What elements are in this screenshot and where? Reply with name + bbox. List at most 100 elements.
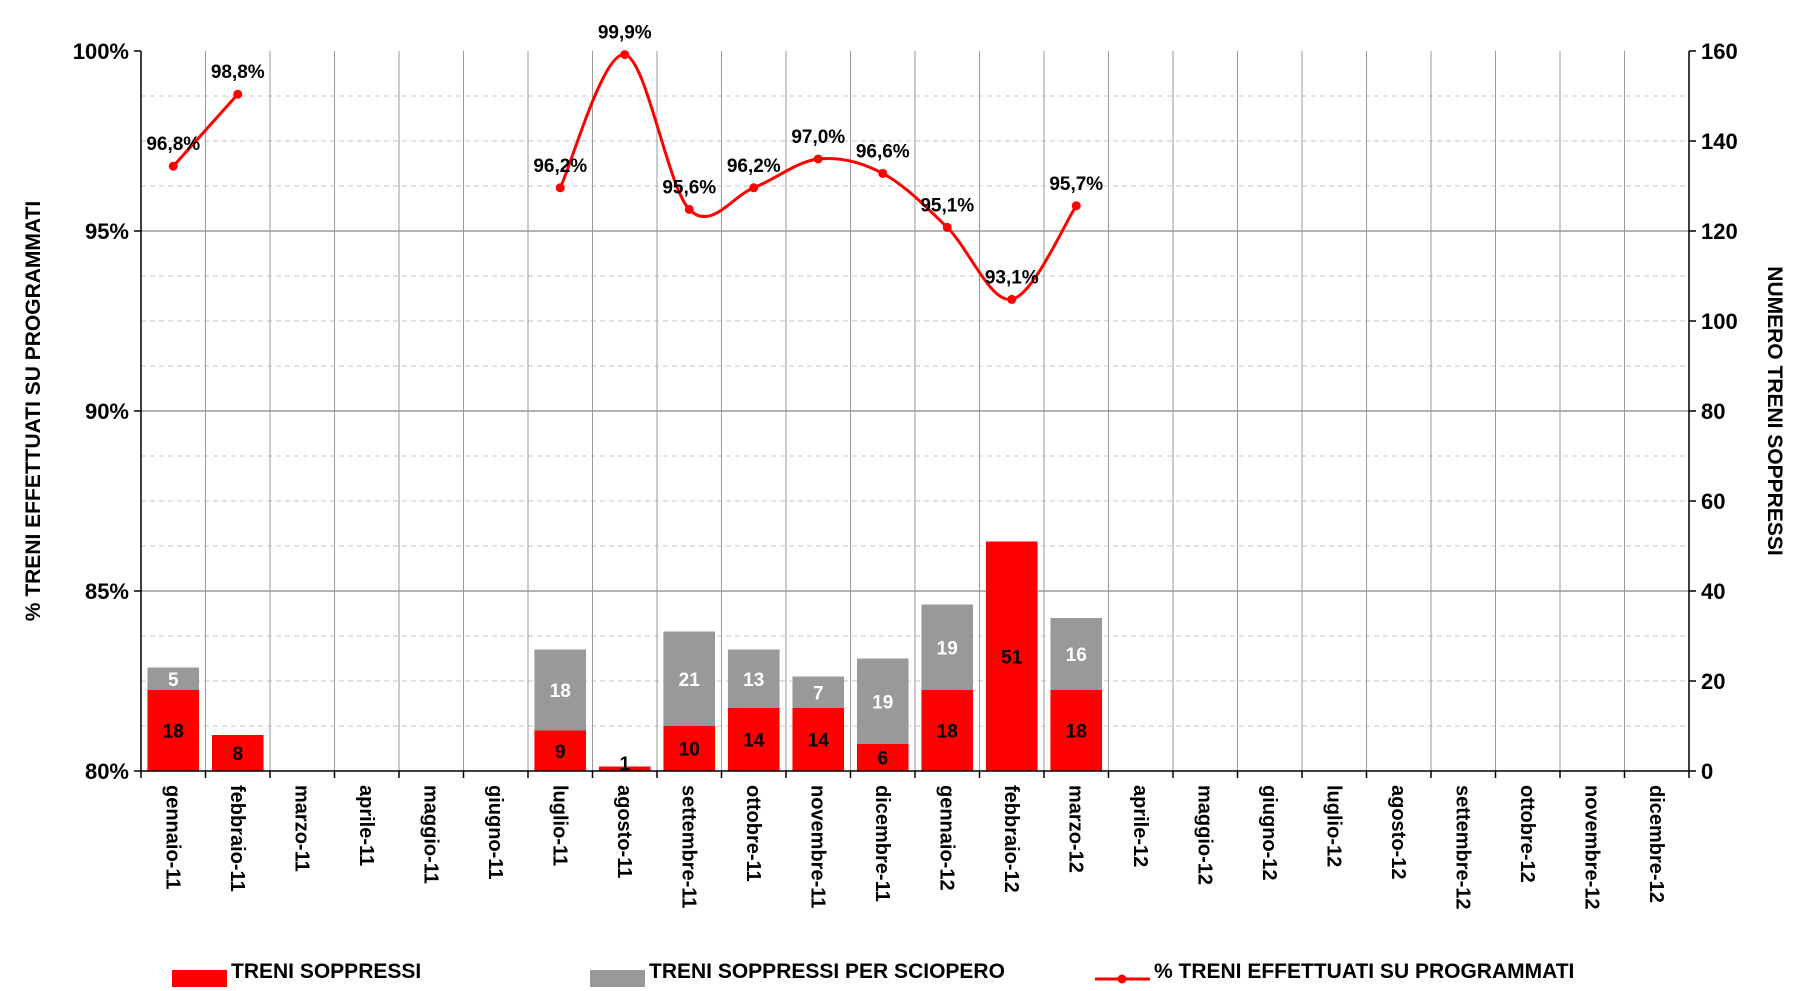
bar-treni-soppressi-sciopero	[663, 631, 716, 726]
percent-point	[233, 89, 243, 99]
x-tick-label: giugno-11	[484, 785, 506, 879]
left-tick-label: 100%	[73, 39, 129, 64]
percent-label: 95,7%	[1049, 174, 1103, 195]
legend-swatch-soppressi	[172, 970, 227, 987]
x-tick-label: luglio-11	[548, 785, 570, 866]
bar-label-soppressi: 6	[877, 749, 888, 770]
left-tick-label: 90%	[85, 399, 129, 424]
bar-treni-soppressi	[921, 690, 974, 771]
percent-line: 96,8% 98,8% 96,2% 99,9% 95,6% 96,2% 97,0% 96,6%…	[146, 23, 1103, 304]
x-tick-label: ottobre-11	[742, 785, 764, 882]
axes: 80% 85% 90% 95% 100% 0 20 40 60 80 100 120 140 160 gen…	[22, 39, 1786, 910]
bar-label-sciopero: 16	[1066, 645, 1087, 666]
x-tick-label: agosto-11	[613, 785, 635, 878]
bar-treni-soppressi-sciopero	[147, 667, 200, 690]
percent-label: 95,1%	[920, 195, 974, 216]
bar-label-soppressi: 14	[808, 731, 830, 752]
legend-label-sciopero: TRENI SOPPRESSI PER SCIOPERO	[649, 960, 1005, 983]
bar-treni-soppressi-sciopero	[856, 658, 909, 744]
percent-label: 93,1%	[985, 267, 1039, 288]
percent-label: 96,2%	[727, 156, 781, 177]
bar-label-soppressi: 18	[937, 722, 958, 743]
bar-treni-soppressi	[534, 730, 587, 771]
left-tick-label: 80%	[85, 759, 129, 784]
bar-label-soppressi: 51	[1001, 647, 1023, 668]
x-tick-label: febbraio-12	[1000, 785, 1022, 893]
x-tick-label: gennaio-12	[935, 785, 957, 891]
bar-treni-soppressi	[727, 708, 780, 771]
bar-label-soppressi: 9	[555, 742, 566, 763]
bar-label-sciopero: 18	[550, 681, 571, 702]
left-tick-label: 95%	[85, 219, 129, 244]
percent-label: 96,8%	[146, 134, 200, 155]
x-tick-label: gennaio-11	[161, 785, 183, 889]
bar-treni-soppressi	[1050, 690, 1103, 771]
percent-point	[168, 161, 178, 171]
right-axis-title: NUMERO TRENI SOPPRESSI	[1763, 266, 1786, 555]
x-tick-label: settembre-12	[1451, 785, 1473, 910]
bar-treni-soppressi	[147, 690, 200, 771]
bar-label-sciopero: 19	[937, 638, 958, 659]
percent-point	[684, 204, 694, 214]
x-tick-label: settembre-11	[677, 785, 699, 908]
x-tick-label: agosto-12	[1387, 785, 1409, 879]
right-tick-label: 120	[1701, 219, 1738, 244]
x-tick-label: novembre-11	[806, 785, 828, 908]
bar-treni-soppressi	[211, 735, 264, 771]
left-axis-title: % TRENI EFFETTUATI SU PROGRAMMATI	[22, 201, 45, 621]
bar-label-sciopero: 5	[168, 670, 179, 691]
right-tick-label: 0	[1701, 759, 1713, 784]
percent-label: 97,0%	[791, 127, 845, 148]
bar-treni-soppressi	[792, 708, 845, 771]
bar-label-soppressi: 1	[619, 754, 630, 775]
x-tick-label: aprile-12	[1129, 785, 1151, 867]
bar-treni-soppressi-sciopero	[727, 649, 780, 708]
x-tick-label: maggio-11	[419, 785, 441, 884]
percent-label: 96,6%	[856, 141, 910, 162]
x-tick-label: luglio-12	[1322, 785, 1344, 867]
right-tick-label: 100	[1701, 309, 1738, 334]
percent-label: 98,8%	[211, 62, 265, 83]
percent-label: 95,6%	[662, 177, 716, 198]
x-tick-label: ottobre-12	[1516, 785, 1538, 883]
bar-label-soppressi: 10	[679, 740, 700, 761]
x-tick-label: marzo-12	[1064, 785, 1086, 873]
legend-label-percent: % TRENI EFFETTUATI SU PROGRAMMATI	[1154, 960, 1574, 983]
x-tick-label: marzo-11	[290, 785, 312, 872]
right-tick-label: 60	[1701, 489, 1725, 514]
x-tick-label: febbraio-11	[226, 785, 248, 892]
percent-label: 99,9%	[598, 23, 652, 44]
percent-point	[942, 222, 952, 232]
bar-treni-soppressi-sciopero	[534, 649, 587, 731]
bar-treni-soppressi	[985, 541, 1038, 771]
bar-treni-soppressi	[598, 766, 651, 771]
percent-point	[813, 154, 823, 164]
percent-label: 96,2%	[533, 156, 587, 177]
legend-swatch-sciopero	[590, 970, 645, 987]
x-tick-label: dicembre-12	[1645, 785, 1667, 903]
legend-label-soppressi: TRENI SOPPRESSI	[231, 960, 421, 983]
x-tick-label: novembre-12	[1580, 785, 1602, 910]
bar-treni-soppressi-sciopero	[1050, 618, 1103, 690]
bar-label-sciopero: 7	[813, 683, 824, 704]
legend-marker-percent	[1117, 974, 1127, 984]
bar-label-soppressi: 14	[743, 731, 765, 752]
x-tick-label: maggio-12	[1193, 785, 1215, 885]
gridlines	[141, 51, 1689, 771]
bar-treni-soppressi-sciopero	[792, 676, 845, 708]
right-tick-label: 140	[1701, 129, 1738, 154]
percent-point	[1071, 201, 1081, 211]
right-tick-label: 20	[1701, 669, 1725, 694]
right-tick-label: 80	[1701, 399, 1725, 424]
bar-treni-soppressi	[856, 744, 909, 771]
right-tick-label: 160	[1701, 39, 1738, 64]
legend: TRENI SOPPRESSI TRENI SOPPRESSI PER SCIOP…	[172, 960, 1574, 987]
bars: 18 5 8 9 18 1 10 21 14 13 14 7 6 19 18 19 51 18 16	[147, 541, 1103, 775]
bar-label-sciopero: 19	[872, 692, 893, 713]
bar-label-sciopero: 13	[743, 670, 764, 691]
bar-label-soppressi: 18	[1066, 722, 1087, 743]
percent-point	[878, 168, 888, 178]
bar-treni-soppressi	[663, 726, 716, 771]
percent-point	[749, 183, 759, 193]
